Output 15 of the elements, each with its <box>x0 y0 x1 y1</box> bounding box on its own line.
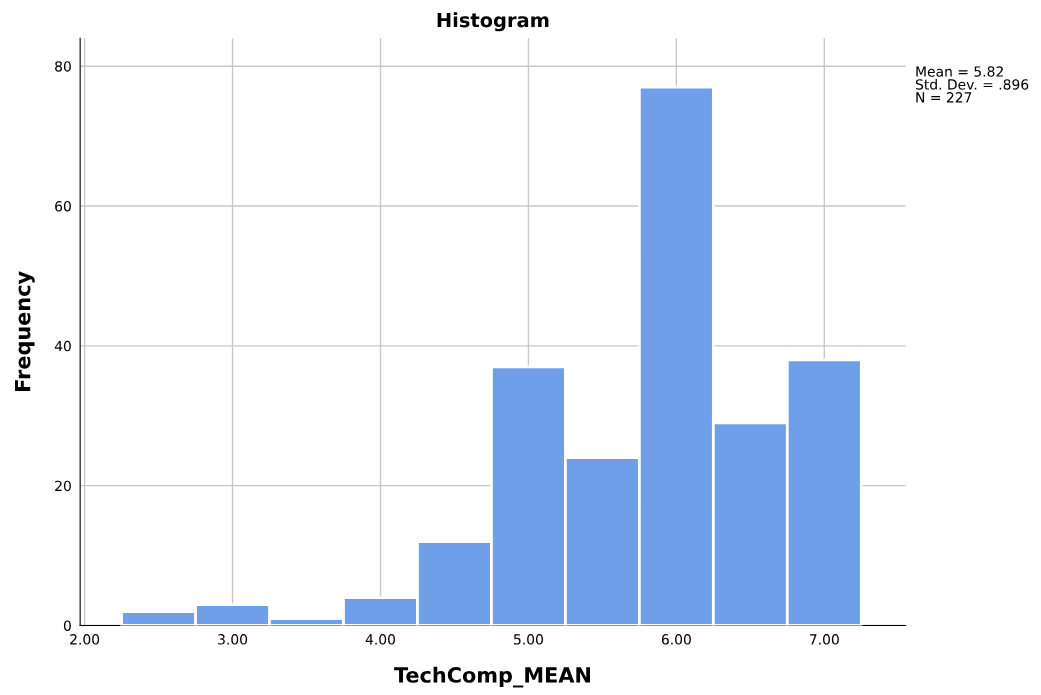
y-tick-label: 60 <box>55 200 71 212</box>
x-tick-label: 2.00 <box>70 634 100 645</box>
x-tick-label: 3.00 <box>218 634 248 645</box>
y-tick-label: 40 <box>54 340 71 352</box>
y-tick-label: 20 <box>55 480 71 492</box>
y-axis-title: Frequency <box>15 271 35 391</box>
x-axis-title: TechComp_MEAN <box>394 666 590 688</box>
x-tick-label: 6.00 <box>661 634 691 645</box>
y-tick-label: 80 <box>55 61 71 72</box>
text: Mean = 5.82 Std. Dev. = .896 N = 227 <box>915 66 1029 103</box>
x-tick-label: 7.00 <box>809 634 839 645</box>
x-tick-label: 4.00 <box>365 634 396 645</box>
x-tick-label: 5.00 <box>514 634 543 645</box>
y-tick-label: 0 <box>63 620 71 631</box>
chart-title: Histogram <box>437 12 549 32</box>
